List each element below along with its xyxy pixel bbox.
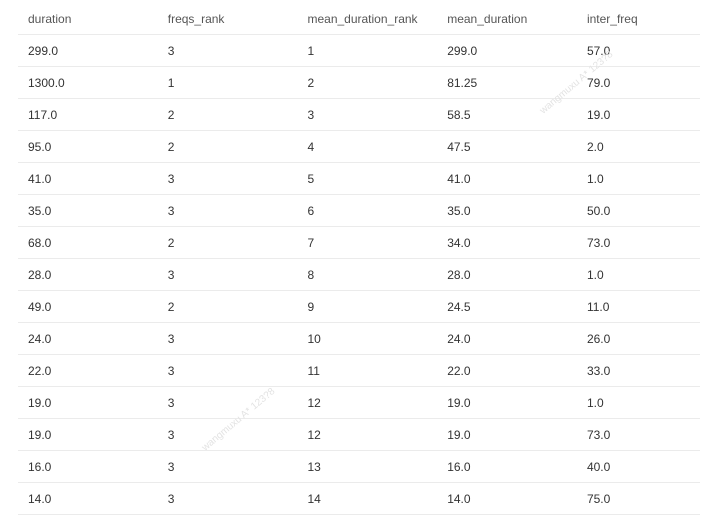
table-row[interactable]: 24.0 3 10 24.0 26.0	[18, 323, 700, 355]
table-cell: 3	[167, 203, 175, 218]
table-row[interactable]: 19.0 3 12 19.0 1.0	[18, 387, 700, 419]
table-cell: 1	[167, 75, 175, 90]
table-cell: 10	[307, 331, 321, 346]
table-cell: 57.0	[586, 43, 611, 58]
table-row[interactable]: 68.0 2 7 34.0 73.0	[18, 227, 700, 259]
table-cell: 19.0	[28, 427, 52, 442]
table-cell: 12	[307, 427, 321, 442]
table-cell: 1.0	[586, 267, 604, 282]
table-row[interactable]: 299.0 3 1 299.0 57.0	[18, 35, 700, 67]
table-cell: 41.0	[28, 171, 52, 186]
table-cell: 95.0	[28, 139, 52, 154]
table-row[interactable]: 19.0 3 12 19.0 73.0	[18, 419, 700, 451]
table-cell: 14.0	[28, 491, 52, 506]
table-cell: 1	[307, 43, 315, 58]
table-cell: 3	[167, 491, 175, 506]
table-cell: 3	[167, 171, 175, 186]
table-cell: 299.0	[28, 43, 59, 58]
column-header[interactable]: inter_freq	[586, 12, 638, 26]
table-cell: 16.0	[28, 459, 52, 474]
table-cell: 14.0	[447, 491, 471, 506]
table-cell: 1.0	[586, 395, 604, 410]
table-cell: 19.0	[447, 427, 471, 442]
table-cell: 41.0	[447, 171, 471, 186]
table-cell: 24.5	[447, 299, 471, 314]
table-header-row: duration freqs_rank mean_duration_rank m…	[18, 4, 700, 35]
table-cell: 3	[167, 363, 175, 378]
table-cell: 28.0	[28, 267, 52, 282]
table-row[interactable]: 1300.0 1 2 81.25 79.0	[18, 67, 700, 99]
table-cell: 2	[307, 75, 315, 90]
table-cell: 7	[307, 235, 315, 250]
table-cell: 11	[307, 363, 320, 378]
table-cell: 24.0	[447, 331, 471, 346]
table-cell: 28.0	[447, 267, 471, 282]
table-cell: 1.0	[586, 171, 604, 186]
table-cell: 299.0	[447, 43, 478, 58]
table-cell: 117.0	[28, 107, 58, 122]
table-row[interactable]: 22.0 3 11 22.0 33.0	[18, 355, 700, 387]
column-header[interactable]: mean_duration	[447, 12, 528, 26]
table-cell: 34.0	[447, 235, 471, 250]
table-cell: 3	[167, 331, 175, 346]
table-cell: 13	[307, 459, 321, 474]
table-cell: 3	[307, 107, 315, 122]
table-cell: 19.0	[447, 395, 471, 410]
table-cell: 2.0	[586, 139, 604, 154]
table-cell: 73.0	[586, 235, 611, 250]
table-cell: 35.0	[447, 203, 471, 218]
table-cell: 24.0	[28, 331, 52, 346]
table-body: 299.0 3 1 299.0 57.0 1300.0 1 2 81.25 79.0 117.0 2 3…	[18, 35, 700, 515]
data-table: duration freqs_rank mean_duration_rank m…	[18, 4, 700, 515]
column-header[interactable]: duration	[28, 12, 72, 26]
column-header[interactable]: mean_duration_rank	[307, 12, 418, 26]
table-cell: 4	[307, 139, 315, 154]
table-cell: 40.0	[586, 459, 611, 474]
table-cell: 19.0	[586, 107, 611, 122]
table-cell: 5	[307, 171, 315, 186]
table-cell: 19.0	[28, 395, 52, 410]
table-cell: 1300.0	[28, 75, 65, 90]
table-cell: 50.0	[586, 203, 611, 218]
table-cell: 68.0	[28, 235, 52, 250]
table-cell: 3	[167, 427, 175, 442]
table-cell: 49.0	[28, 299, 52, 314]
table-row[interactable]: 28.0 3 8 28.0 1.0	[18, 259, 700, 291]
table-cell: 35.0	[28, 203, 52, 218]
table-cell: 3	[167, 395, 175, 410]
table-cell: 58.5	[447, 107, 471, 122]
table-cell: 22.0	[28, 363, 52, 378]
table-cell: 14	[307, 491, 321, 506]
table-cell: 47.5	[447, 139, 471, 154]
table-cell: 3	[167, 267, 175, 282]
table-cell: 3	[167, 43, 175, 58]
table-cell: 22.0	[447, 363, 471, 378]
table-cell: 8	[307, 267, 315, 282]
table-cell: 2	[167, 107, 175, 122]
table-row[interactable]: 14.0 3 14 14.0 75.0	[18, 483, 700, 515]
table-cell: 81.25	[447, 75, 478, 90]
table-cell: 79.0	[586, 75, 611, 90]
table-row[interactable]: 95.0 2 4 47.5 2.0	[18, 131, 700, 163]
table-cell: 3	[167, 459, 175, 474]
table-cell: 33.0	[586, 363, 611, 378]
table-cell: 2	[167, 235, 175, 250]
table-row[interactable]: 49.0 2 9 24.5 11.0	[18, 291, 700, 323]
table-cell: 16.0	[447, 459, 471, 474]
table-cell: 2	[167, 139, 175, 154]
table-row[interactable]: 117.0 2 3 58.5 19.0	[18, 99, 700, 131]
column-header[interactable]: freqs_rank	[167, 12, 225, 26]
table-cell: 9	[307, 299, 315, 314]
table-cell: 26.0	[586, 331, 611, 346]
table-cell: 75.0	[586, 491, 611, 506]
table-row[interactable]: 35.0 3 6 35.0 50.0	[18, 195, 700, 227]
table-cell: 11.0	[586, 299, 610, 314]
table-cell: 6	[307, 203, 315, 218]
table-cell: 2	[167, 299, 175, 314]
table-cell: 73.0	[586, 427, 611, 442]
table-cell: 12	[307, 395, 321, 410]
table-row[interactable]: 16.0 3 13 16.0 40.0	[18, 451, 700, 483]
table-row[interactable]: 41.0 3 5 41.0 1.0	[18, 163, 700, 195]
